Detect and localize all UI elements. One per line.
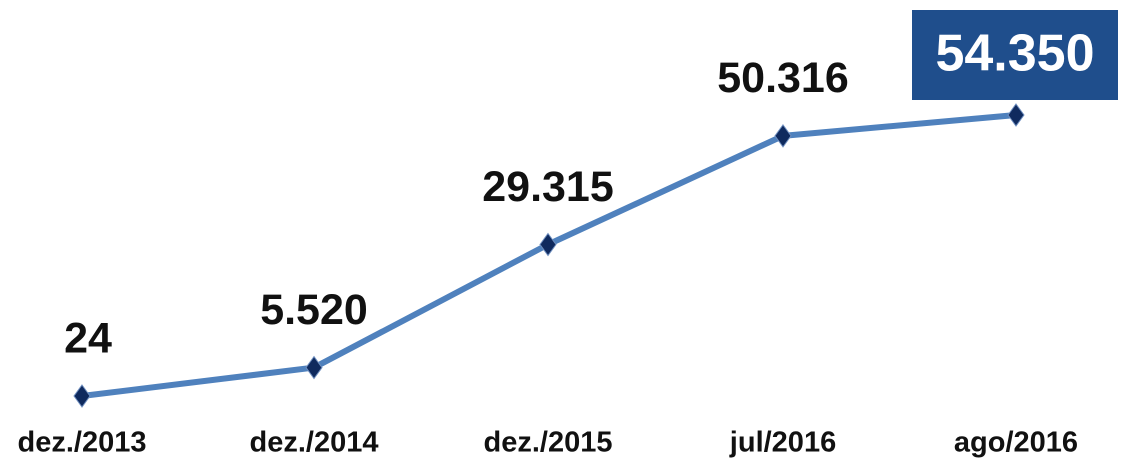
x-tick-label: jul/2016 <box>729 427 836 459</box>
marker <box>774 124 792 148</box>
value-label: 54.350 <box>935 25 1094 83</box>
x-tick-label: ago/2016 <box>954 427 1078 459</box>
x-tick-label: dez./2015 <box>484 427 613 459</box>
highlight-box <box>912 10 1118 100</box>
value-label: 29.315 <box>482 163 614 211</box>
x-tick-label: dez./2014 <box>250 427 379 459</box>
value-label: 50.316 <box>717 54 849 102</box>
value-label: 24 <box>64 314 112 362</box>
marker <box>73 384 91 408</box>
marker <box>305 355 323 380</box>
x-tick-label: dez./2013 <box>18 427 147 459</box>
marker <box>539 232 557 257</box>
value-label: 5.520 <box>260 286 368 334</box>
marker <box>1007 103 1025 127</box>
line <box>81 112 1017 399</box>
